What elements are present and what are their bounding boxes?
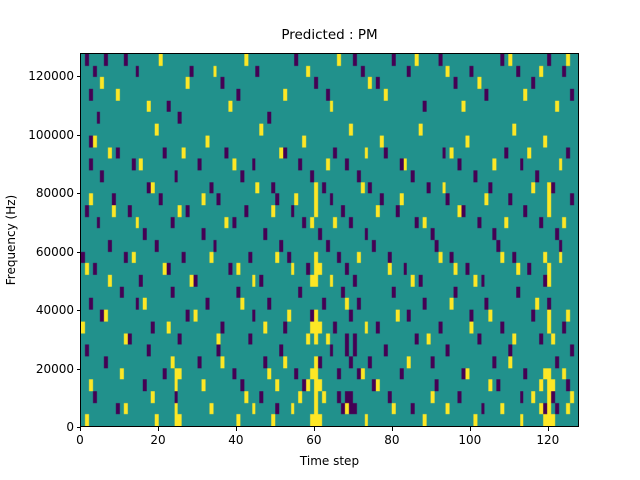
x-tick bbox=[235, 427, 237, 431]
y-tick-label: 20000 bbox=[35, 361, 74, 376]
x-axis-label: Time step bbox=[299, 454, 360, 468]
y-tick-label: 60000 bbox=[35, 244, 74, 259]
x-tick-label: 80 bbox=[384, 433, 400, 447]
x-tick-label: 100 bbox=[458, 433, 482, 447]
y-tick bbox=[76, 427, 80, 428]
chart-title: Predicted : PM bbox=[281, 27, 378, 43]
y-tick-label: 100000 bbox=[28, 127, 74, 142]
y-tick bbox=[76, 368, 80, 370]
heatmap-canvas bbox=[81, 54, 578, 426]
y-tick bbox=[76, 76, 80, 78]
x-tick-label: 120 bbox=[536, 433, 560, 447]
y-tick-label: 80000 bbox=[35, 186, 74, 201]
x-tick-label: 0 bbox=[76, 433, 84, 447]
x-tick bbox=[469, 427, 471, 431]
x-tick bbox=[157, 427, 159, 431]
x-tick-label: 60 bbox=[306, 433, 322, 447]
x-tick bbox=[80, 427, 81, 431]
x-tick bbox=[391, 427, 393, 431]
x-tick bbox=[313, 427, 315, 431]
y-tick-label: 120000 bbox=[28, 69, 74, 84]
x-tick bbox=[547, 427, 549, 431]
y-tick bbox=[76, 193, 80, 195]
x-tick-label: 20 bbox=[150, 433, 166, 447]
y-tick bbox=[76, 251, 80, 253]
heatmap-axes bbox=[80, 53, 579, 427]
y-axis-label: Frequency (Hz) bbox=[4, 194, 18, 286]
x-tick-label: 40 bbox=[228, 433, 244, 447]
y-tick bbox=[76, 310, 80, 312]
y-tick bbox=[76, 134, 80, 136]
y-tick-label: 0 bbox=[66, 420, 74, 434]
y-tick-label: 40000 bbox=[35, 303, 74, 318]
